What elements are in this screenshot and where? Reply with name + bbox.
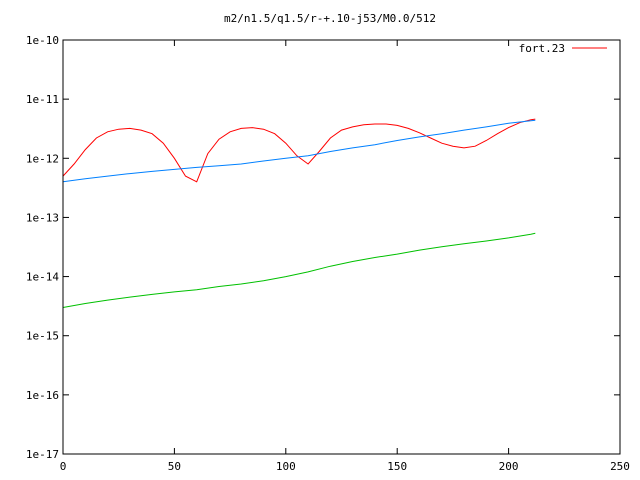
chart-title: m2/n1.5/q1.5/r-+.10-j53/M0.0/512	[224, 12, 436, 25]
y-tick-label: 1e-14	[26, 271, 59, 284]
x-tick-label: 100	[276, 460, 296, 473]
y-tick-labels: 1e-10 1e-11 1e-12 1e-13 1e-14 1e-15 1e-16 1e-17	[26, 34, 59, 461]
y-tick-label: 1e-12	[26, 152, 59, 165]
y-tick-label: 1e-11	[26, 93, 59, 106]
x-tick-label: 50	[168, 460, 181, 473]
plot-lines	[62, 118, 536, 308]
legend: fort.23	[519, 42, 607, 55]
y-tick-label: 1e-16	[26, 389, 59, 402]
y-tick-label: 1e-17	[26, 448, 59, 461]
x-tick-label: 0	[60, 460, 67, 473]
y-tick-label: 1e-15	[26, 330, 59, 343]
series-line-0	[62, 118, 536, 183]
x-tick-label: 200	[499, 460, 519, 473]
plot-frame	[62, 39, 621, 455]
axis-ticks	[62, 39, 621, 455]
y-tick-label: 1e-13	[26, 211, 59, 224]
x-tick-label: 150	[387, 460, 407, 473]
series-line-1	[62, 119, 536, 183]
y-tick-label: 1e-10	[26, 34, 59, 47]
x-tick-labels: 0 50 100 150 200 250	[60, 460, 630, 473]
legend-label: fort.23	[519, 42, 565, 55]
x-tick-label: 250	[610, 460, 630, 473]
series-line-2	[62, 232, 536, 308]
